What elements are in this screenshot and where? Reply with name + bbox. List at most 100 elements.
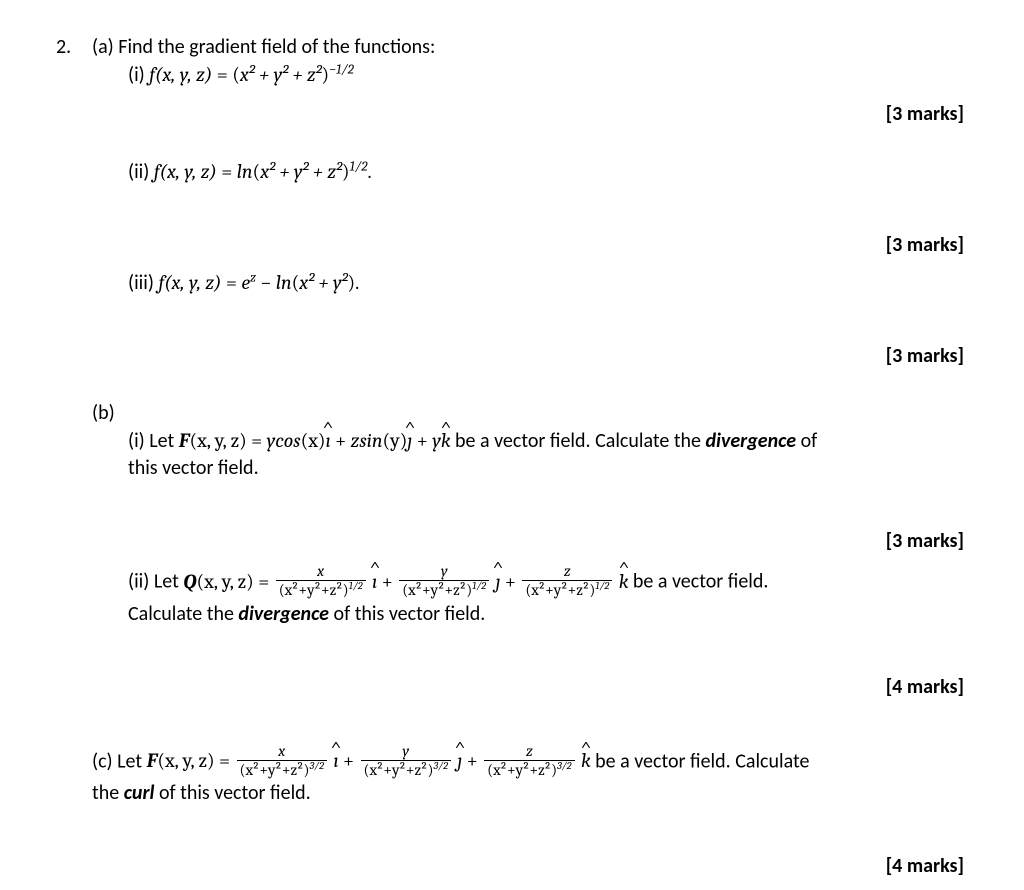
b-ii-args: (x, y, z) — [197, 570, 254, 593]
question-number: 2. — [56, 34, 92, 890]
a-ii-fn: ln — [237, 160, 253, 183]
a-ii-marks: [3 marks] — [92, 232, 968, 259]
den-core: (x²+y²+z²) — [240, 761, 310, 779]
i-hat-icon: ı — [372, 568, 377, 595]
part-a: (a) Find the gradient field of the funct… — [92, 34, 968, 61]
part-c-label: (c) — [92, 749, 113, 773]
eq-sign: = — [247, 429, 267, 452]
b-ii-frac3: z(x²+y²+z²)1/2 — [520, 563, 614, 599]
b-i-label: (i) — [128, 429, 145, 453]
paren-open: ( — [232, 63, 240, 86]
den-exp: 3/2 — [557, 759, 571, 772]
a-ii-lhs: f(x, y, z) — [154, 160, 217, 183]
b-ii-pre: Let — [154, 570, 183, 594]
b-ii-frac1: x(x²+y²+z²)1/2 — [274, 563, 368, 599]
b-i-vec: F — [179, 429, 190, 452]
part-a-label: (a) — [92, 35, 114, 59]
eq-sign: = — [221, 160, 232, 183]
i-hat-icon: ı — [326, 427, 331, 454]
b-i-args: (x, y, z) — [190, 429, 247, 452]
a-i-lhs: f(x, y, z) — [149, 63, 212, 86]
plus: + — [339, 749, 359, 772]
den-exp: 1/2 — [349, 579, 363, 592]
part-a-iii: (iii) f(x, y, z) = ez − ln(x² + y²). — [92, 269, 968, 297]
minus: − — [260, 271, 275, 294]
i-hat-icon: ı — [333, 747, 338, 774]
c-pre: Let — [117, 749, 146, 773]
b-ii-frac2: y(x²+y²+z²)1/2 — [397, 563, 491, 599]
a-ii-equation: f(x, y, z) = ln(x² + y² + z²)1/2. — [154, 160, 372, 183]
a-ii-exp: 1/2 — [350, 159, 368, 174]
den-exp: 3/2 — [434, 759, 448, 772]
question-body: (a) Find the gradient field of the funct… — [92, 34, 968, 890]
a-iii-equation: f(x, y, z) = ez − ln(x² + y²). — [158, 271, 359, 294]
b-ii-label: (ii) — [128, 570, 149, 594]
a-i-exp: −1/2 — [329, 62, 354, 77]
eq-sign: = — [254, 570, 274, 593]
a-iii-label: (iii) — [128, 271, 154, 295]
c-args: (x, y, z) — [157, 749, 214, 772]
den: (x²+y²+z²)1/2 — [276, 581, 366, 598]
period: . — [355, 271, 359, 294]
b-ii-line2: Calculate the divergence of this vector … — [92, 601, 968, 628]
den-exp: 3/2 — [310, 759, 324, 772]
den-core: (x²+y²+z²) — [525, 581, 595, 599]
part-b-ii: (ii) Let Q(x, y, z) = x(x²+y²+z²)1/2 ı +… — [92, 565, 968, 601]
j-hat-icon: ȷ — [496, 568, 501, 595]
den-core: (x²+y²+z²) — [279, 581, 349, 599]
part-b-i: (i) Let F(x, y, z) = ycos(x)ı + zsin(y)ȷ… — [92, 427, 968, 455]
b-i-t2c: zsin — [351, 429, 383, 452]
period: . — [367, 160, 371, 183]
b-i-post1: be a vector field. Calculate the — [455, 429, 706, 453]
c-line2: the curl of this vector field. — [92, 780, 968, 807]
b-i-marks: [3 marks] — [92, 528, 968, 555]
den: (x²+y²+z²)3/2 — [361, 761, 451, 778]
b-i-pre: Let — [149, 429, 178, 453]
den-core: (x²+y²+z²) — [487, 761, 557, 779]
den-exp: 1/2 — [472, 579, 486, 592]
a-i-marks: [3 marks] — [92, 101, 968, 128]
part-a-intro: Find the gradient field of the functions… — [118, 35, 435, 59]
part-c: (c) Let F(x, y, z) = x(x²+y²+z²)3/2 ı + … — [92, 745, 968, 781]
b-ii-kw: divergence — [238, 602, 329, 626]
c-frac2: y(x²+y²+z²)3/2 — [359, 743, 453, 779]
part-a-ii: (ii) f(x, y, z) = ln(x² + y² + z²)1/2. — [92, 158, 968, 186]
den-core: (x²+y²+z²) — [364, 761, 434, 779]
a-iii-ez: z — [250, 270, 256, 285]
b-i-t1c: ycos — [267, 429, 301, 452]
b-ii-post: be a vector field. — [633, 570, 769, 594]
j-hat-icon: ȷ — [407, 427, 412, 454]
c-equation: F(x, y, z) = x(x²+y²+z²)3/2 ı + y(x²+y²+… — [147, 749, 596, 772]
a-i-equation: f(x, y, z) = (x² + y² + z²)−1/2 — [149, 63, 354, 86]
a-i-terms: x² + y² + z² — [240, 63, 322, 86]
c-frac1: x(x²+y²+z²)3/2 — [235, 743, 329, 779]
b-ii-l2b: of this vector field. — [329, 602, 485, 626]
a-iii-marks: [3 marks] — [92, 343, 968, 370]
paren-close: ) — [347, 271, 355, 294]
eq-sign: = — [215, 749, 235, 772]
b-ii-l2a: Calculate the — [128, 602, 238, 626]
c-marks: [4 marks] — [92, 853, 968, 880]
den-exp: 1/2 — [595, 579, 609, 592]
page: 2. (a) Find the gradient field of the fu… — [0, 0, 1024, 890]
a-i-label: (i) — [128, 63, 145, 87]
a-iii-fn: ln — [276, 271, 292, 294]
eq-sign: = — [226, 271, 237, 294]
paren-close: ) — [342, 160, 350, 183]
b-i-post2: of — [796, 429, 817, 453]
c-vec: F — [147, 749, 158, 772]
question-2: 2. (a) Find the gradient field of the fu… — [56, 34, 968, 890]
c-frac3: z(x²+y²+z²)3/2 — [482, 743, 576, 779]
k-hat-icon: k — [441, 427, 451, 454]
den: (x²+y²+z²)1/2 — [399, 581, 489, 598]
k-hat-icon: k — [581, 747, 591, 774]
paren-close: ) — [322, 63, 330, 86]
den-core: (x²+y²+z²) — [402, 581, 472, 599]
den: (x²+y²+z²)1/2 — [522, 581, 612, 598]
b-ii-vec: Q — [183, 570, 196, 593]
a-ii-terms: x² + y² + z² — [260, 160, 342, 183]
b-i-kw: divergence — [706, 429, 797, 453]
j-hat-icon: ȷ — [457, 747, 462, 774]
b-ii-marks: [4 marks] — [92, 674, 968, 701]
plus: + — [331, 429, 351, 452]
